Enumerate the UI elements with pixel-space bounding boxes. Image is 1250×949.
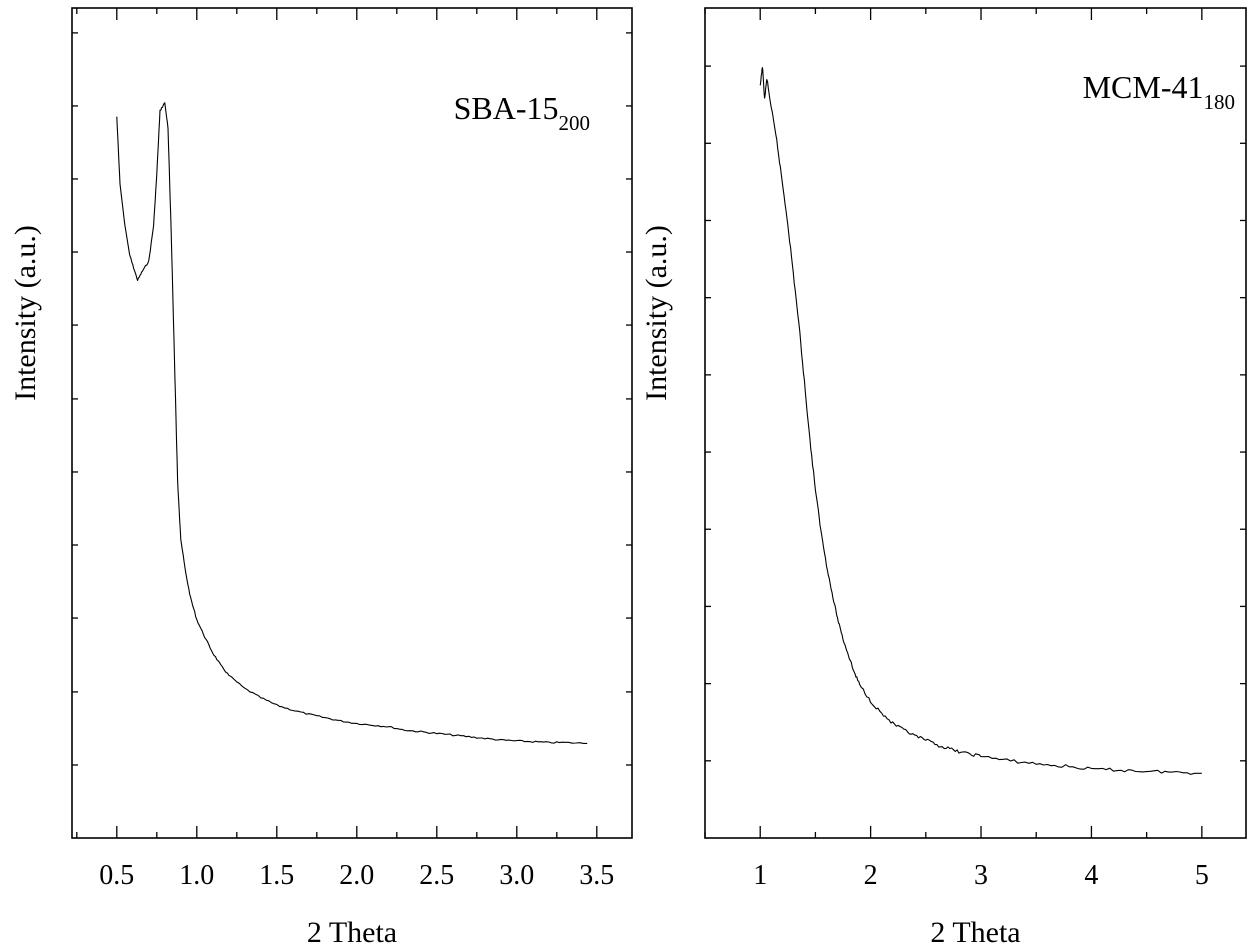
x-tick-label: 4	[1084, 860, 1098, 891]
x-tick-label: 1.5	[259, 860, 294, 891]
panel-sba15: 0.5 1.0 1.5 2.0 2.5 3.0 3.5 2 Theta Intensity (a…	[9, 7, 633, 949]
xrd-trace	[759, 67, 1202, 775]
x-tick-label: 0.5	[99, 860, 134, 891]
x-axis-label: 2 Theta	[930, 916, 1020, 949]
sample-annotation: MCM-41180	[1083, 69, 1235, 114]
sample-name: MCM-41	[1083, 69, 1204, 105]
plot-frame	[71, 7, 633, 839]
y-axis-label: Intensity (a.u.)	[9, 225, 42, 401]
sample-subscript: 180	[1204, 90, 1236, 114]
plot-frame	[704, 7, 1247, 839]
x-tick-label: 2.5	[419, 860, 454, 891]
x-tick-label: 5	[1195, 860, 1209, 891]
xrd-trace	[116, 102, 588, 744]
x-tick-label: 2.0	[339, 860, 374, 891]
sample-annotation: SBA-15200	[454, 90, 590, 135]
y-axis-label: Intensity (a.u.)	[640, 225, 673, 401]
x-tick-label: 3	[974, 860, 988, 891]
sample-subscript: 200	[559, 111, 591, 135]
x-tick-label: 2	[864, 860, 878, 891]
sample-name: SBA-15	[454, 90, 559, 126]
x-tick-label: 3.5	[579, 860, 614, 891]
x-tick-label: 3.0	[499, 860, 534, 891]
x-axis-label: 2 Theta	[307, 916, 397, 949]
x-tick-label: 1.0	[179, 860, 214, 891]
x-tick-label: 1	[753, 860, 767, 891]
panel-mcm41: 1 2 3 4 5 2 Theta Intensity (a.u.) MCM-41180	[640, 7, 1247, 949]
